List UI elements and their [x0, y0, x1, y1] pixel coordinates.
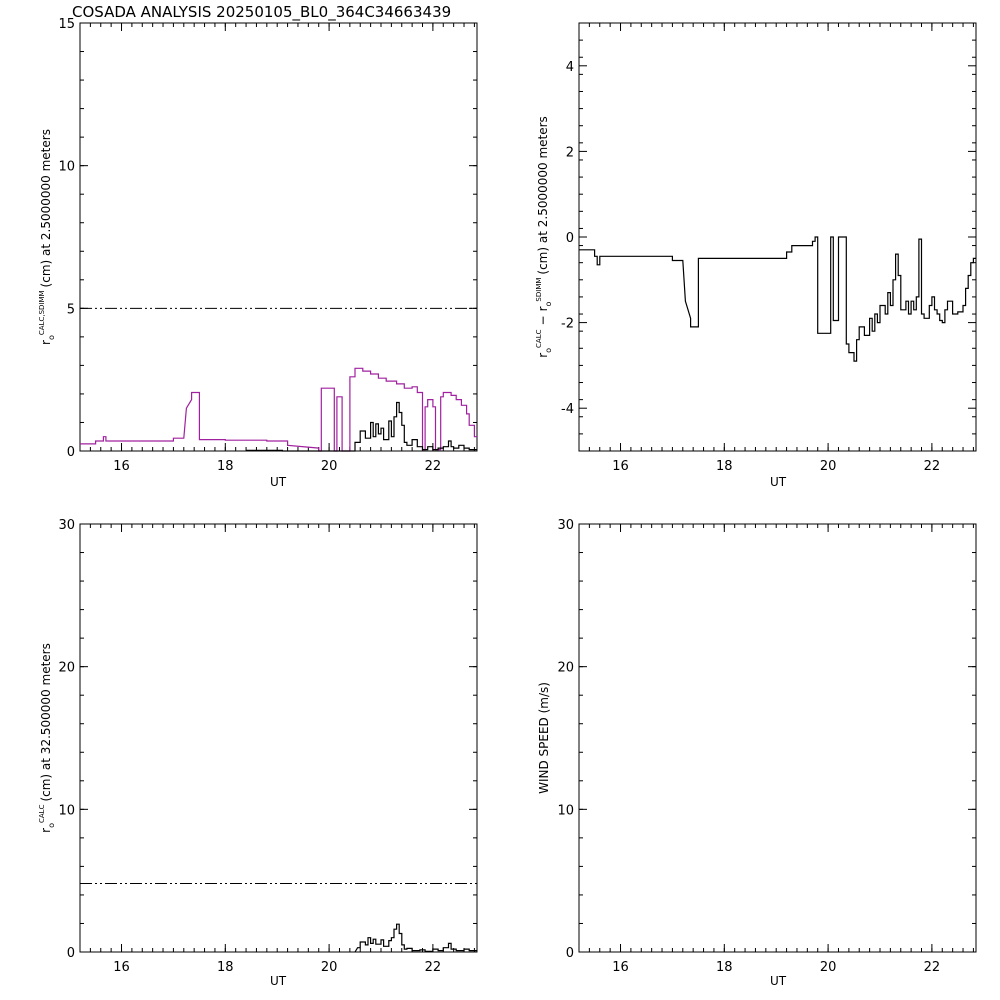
y-tick-label: 15 — [58, 17, 75, 32]
y-tick-label: 4 — [566, 60, 574, 75]
y-axis-label-r1: r — [536, 353, 550, 358]
series-black-line — [246, 401, 477, 452]
x-tick-label: 22 — [924, 960, 941, 975]
ticks: 16 18 20 22 0 10 20 30 — [58, 518, 477, 975]
y-axis-label-sub: o — [47, 823, 56, 828]
x-tick-label: 16 — [113, 459, 130, 474]
panel-top-left: 16 18 20 22 0 5 10 15 UT roCALC,SDIMM (cm) at 2.… — [38, 17, 478, 489]
x-axis-label: UT — [770, 475, 787, 489]
y-tick-label: -4 — [561, 402, 574, 417]
y-axis-label: roCALC−roSDIMM(cm) at 2.5000000 meters — [535, 116, 553, 358]
y-axis-label: roCALC (cm) at 32.500000 meters — [38, 643, 56, 833]
series-magenta-line — [80, 367, 477, 452]
y-axis-label-rest: (cm) at 32.500000 meters — [39, 643, 53, 801]
plot-frame — [578, 22, 977, 452]
series-black-line — [354, 923, 477, 953]
y-axis-label-sup: CALC — [38, 804, 46, 823]
y-axis-label-sub: o — [47, 335, 56, 340]
panel-bottom-left: 16 18 20 22 0 10 20 30 UT roCALC (cm) at 32.5000… — [38, 518, 478, 988]
y-axis-label: roCALC,SDIMM (cm) at 2.5000000 meters — [38, 129, 56, 345]
series-layer — [579, 236, 976, 362]
y-tick-label: 10 — [58, 160, 75, 175]
plot-frame — [578, 523, 977, 953]
y-tick-label: 0 — [566, 231, 574, 246]
x-tick-label: 16 — [113, 960, 130, 975]
series-layer — [80, 367, 477, 452]
x-tick-label: 20 — [321, 960, 338, 975]
y-axis-label-base: r — [39, 828, 53, 833]
y-tick-label: 20 — [557, 661, 574, 676]
y-axis-label-r1-sup: CALC — [535, 329, 543, 348]
y-tick-label: 10 — [58, 803, 75, 818]
y-tick-label: 0 — [566, 946, 574, 961]
y-tick-label: 2 — [566, 145, 574, 160]
y-tick-label: 0 — [67, 946, 75, 961]
x-tick-label: 20 — [321, 459, 338, 474]
y-axis-label-base: r — [39, 340, 53, 345]
plot-frame — [79, 523, 478, 953]
y-tick-label: 0 — [67, 445, 75, 460]
x-tick-label: 22 — [924, 459, 941, 474]
series-black-line — [579, 236, 976, 362]
y-tick-label: 30 — [58, 518, 75, 533]
y-tick-label: 30 — [557, 518, 574, 533]
y-axis-label-rest: (cm) at 2.5000000 meters — [39, 129, 53, 287]
x-tick-label: 16 — [612, 459, 629, 474]
y-axis-label-r2-sup: SDIMM — [535, 278, 543, 302]
x-tick-label: 20 — [820, 960, 837, 975]
figure-title: COSADA ANALYSIS 20250105_BL0_364C3466343… — [72, 3, 451, 22]
ticks: 16 18 20 22 0 5 10 15 — [58, 17, 477, 474]
x-axis-label: UT — [770, 974, 787, 988]
y-tick-label: 20 — [58, 661, 75, 676]
x-tick-label: 18 — [716, 459, 733, 474]
series-layer — [354, 923, 477, 953]
y-axis-label-r1-sub: o — [544, 348, 553, 353]
y-axis-label-minus: − — [536, 315, 550, 325]
x-tick-label: 18 — [217, 459, 234, 474]
y-axis-label-sup: CALC,SDIMM — [38, 290, 46, 335]
x-tick-label: 18 — [217, 960, 234, 975]
panel-bottom-right: 16 18 20 22 0 10 20 30 UT WIND SPEED (m/s) — [537, 518, 977, 988]
x-tick-label: 16 — [612, 960, 629, 975]
x-tick-label: 18 — [716, 960, 733, 975]
y-axis-label: WIND SPEED (m/s) — [537, 682, 551, 794]
y-axis-label-r2: r — [536, 306, 550, 311]
y-tick-label: -2 — [561, 317, 574, 332]
y-axis-label-rest: (cm) at 2.5000000 meters — [536, 116, 550, 274]
x-axis-label: UT — [270, 475, 287, 489]
y-tick-label: 10 — [557, 803, 574, 818]
y-tick-label: 5 — [67, 302, 75, 317]
ticks: 16 18 20 22 0 10 20 30 — [557, 518, 976, 975]
x-tick-label: 22 — [425, 459, 442, 474]
y-axis-label-r2-sub: o — [544, 301, 553, 306]
x-tick-label: 22 — [425, 960, 442, 975]
ticks: 16 18 20 22 -4 -2 0 2 4 — [561, 22, 976, 474]
x-tick-label: 20 — [820, 459, 837, 474]
x-axis-label: UT — [270, 974, 287, 988]
